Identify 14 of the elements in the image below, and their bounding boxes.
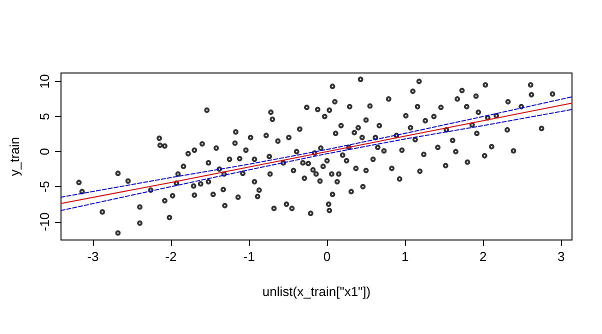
x-tick-label: 0 [323, 249, 331, 264]
y-tick-label: -5 [37, 180, 52, 192]
x-axis-title: unlist(x_train["x1"]) [262, 284, 371, 299]
y-tick-label: -10 [37, 212, 52, 232]
x-tick-label: 1 [401, 249, 409, 264]
x-tick-label: -1 [243, 249, 255, 264]
y-tick-label: 10 [37, 74, 52, 89]
x-tick-label: -2 [165, 249, 177, 264]
x-tick-label: 2 [479, 249, 487, 264]
x-tick-label: -3 [87, 249, 99, 264]
x-tick-label: 3 [557, 249, 565, 264]
y-tick-label: 0 [37, 148, 52, 156]
y-tick-label: 5 [37, 112, 52, 120]
y-axis-title: y_train [7, 136, 22, 176]
